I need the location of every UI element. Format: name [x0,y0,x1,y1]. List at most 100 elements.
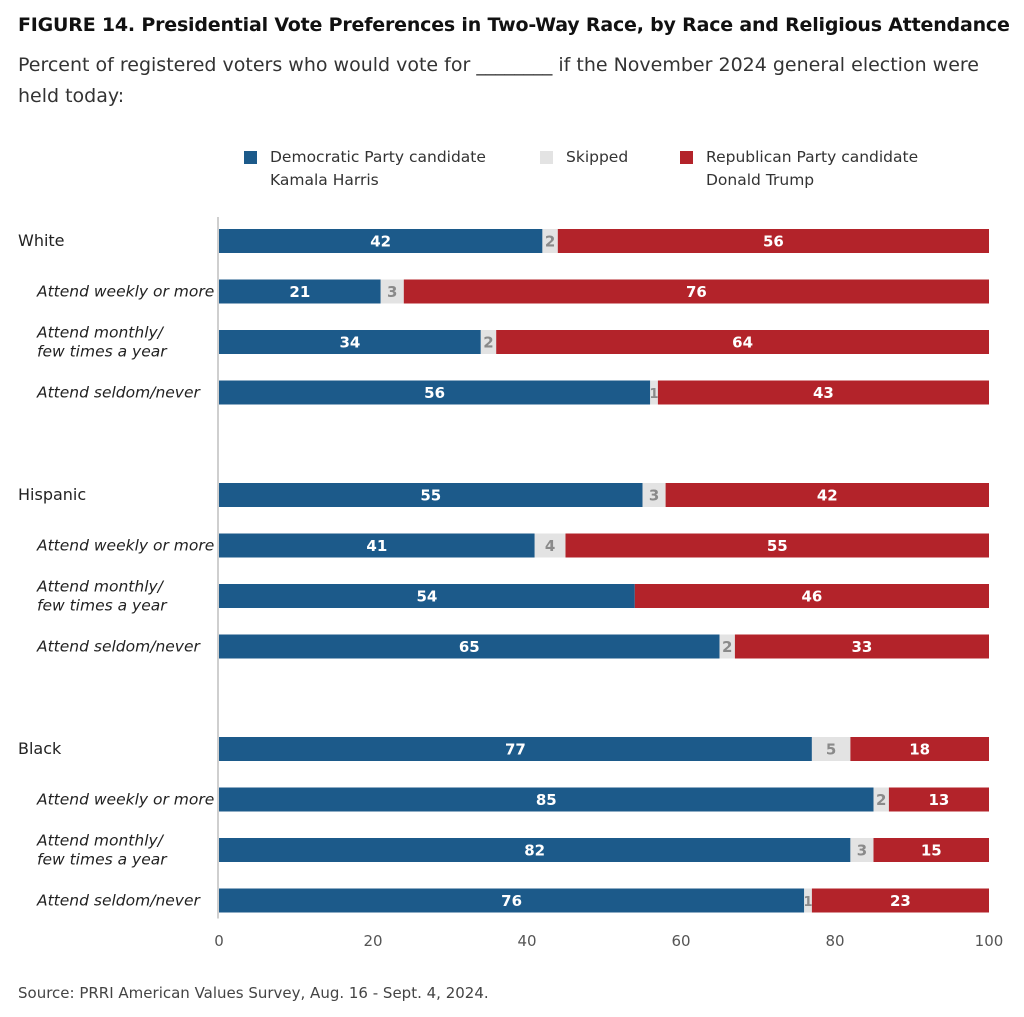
data-label: 15 [921,842,942,860]
bar-skipped [719,634,735,659]
x-tick-label: 60 [671,932,690,950]
data-label: 55 [767,537,788,555]
data-label: 1 [650,387,659,402]
bar-democratic [219,838,851,862]
legend-label-democratic: Democratic Party candidate Kamala Harris [270,148,486,189]
data-label: 23 [890,892,911,910]
data-label: 3 [387,283,397,301]
data-label: 4 [545,537,555,555]
bar-democratic [219,888,805,913]
category-label: Attend seldom/never [36,892,202,910]
data-label: 3 [649,487,659,505]
bar-republican [496,330,989,354]
bar-skipped [542,229,558,253]
category-label: Attend weekly or more [36,283,214,301]
bar-skipped [804,888,812,913]
x-tick-label: 40 [517,932,536,950]
legend-item-republican: Republican Party candidate Donald Trump [680,146,918,192]
bar-democratic [219,330,481,354]
chart-subtitle: Percent of registered voters who would v… [18,54,979,107]
x-tick-label: 80 [825,932,844,950]
bar-democratic [219,787,874,812]
data-label: 3 [857,842,867,860]
bar-democratic [219,533,535,558]
legend-item-democratic: Democratic Party candidate Kamala Harris [244,146,486,192]
data-label: 34 [339,334,360,352]
legend-label-republican: Republican Party candidate Donald Trump [706,148,919,189]
group-label: White [18,231,65,250]
data-label: 76 [686,283,707,301]
data-label: 76 [501,892,522,910]
category-label: Attend weekly or more [36,791,214,809]
data-label: 2 [876,791,886,809]
legend-swatch-republican [680,151,693,164]
data-label: 42 [817,487,838,505]
bar-democratic [219,483,643,507]
data-label: 33 [852,638,873,656]
data-label: 1 [804,895,813,910]
category-label: Attend weekly or more [36,537,214,555]
bar-republican [557,229,989,253]
data-label: 77 [505,741,526,759]
data-label: 56 [763,233,784,251]
bar-skipped [380,279,404,304]
bar-republican [873,838,989,862]
bar-skipped [850,838,874,862]
bar-skipped [650,380,658,405]
data-label: 55 [420,487,441,505]
data-label: 54 [416,588,437,606]
legend-item-skipped: Skipped [540,146,628,169]
data-label: 18 [909,741,930,759]
data-label: 41 [366,537,387,555]
bar-democratic [219,229,543,253]
bar-republican [850,737,989,761]
bar-skipped [534,533,566,558]
bar-republican [657,380,989,405]
legend-swatch-democratic [244,151,257,164]
data-label: 82 [524,842,545,860]
data-label: 2 [722,638,732,656]
source-note: Source: PRRI American Values Survey, Aug… [18,984,489,1002]
bar-skipped [642,483,666,507]
bar-democratic [219,634,720,659]
data-label: 65 [459,638,480,656]
category-label: Attend monthly/few times a year [36,324,168,361]
group-label: Hispanic [18,485,86,504]
bar-skipped [811,737,851,761]
legend-label-skipped: Skipped [566,148,629,166]
data-label: 13 [929,791,950,809]
bar-democratic [219,380,651,405]
category-label: Attend monthly/few times a year [36,578,168,615]
data-label: 2 [483,334,493,352]
bar-skipped [873,787,889,812]
data-label: 85 [536,791,557,809]
bar-democratic [219,584,635,608]
data-label: 42 [370,233,391,251]
legend-swatch-skipped [540,151,553,164]
bar-republican [734,634,989,659]
bar-republican [665,483,989,507]
bar-democratic [219,279,381,304]
data-label: 2 [545,233,555,251]
data-label: 64 [732,334,753,352]
data-label: 5 [826,741,836,759]
category-label: Attend seldom/never [36,384,202,402]
bar-republican [888,787,989,812]
bar-republican [403,279,989,304]
data-label: 21 [289,283,310,301]
bar-republican [565,533,989,558]
data-label: 46 [801,588,822,606]
chart-title: FIGURE 14. Presidential Vote Preferences… [18,14,1010,36]
bar-republican [634,584,989,608]
x-tick-label: 0 [214,932,224,950]
category-label: Attend seldom/never [36,638,202,656]
bar-democratic [219,737,812,761]
category-label: Attend monthly/few times a year [36,832,168,869]
group-label: Black [18,739,62,758]
data-label: 56 [424,384,445,402]
x-tick-label: 100 [975,932,1004,950]
bar-skipped [480,330,497,354]
x-tick-label: 20 [363,932,382,950]
data-label: 43 [813,384,834,402]
